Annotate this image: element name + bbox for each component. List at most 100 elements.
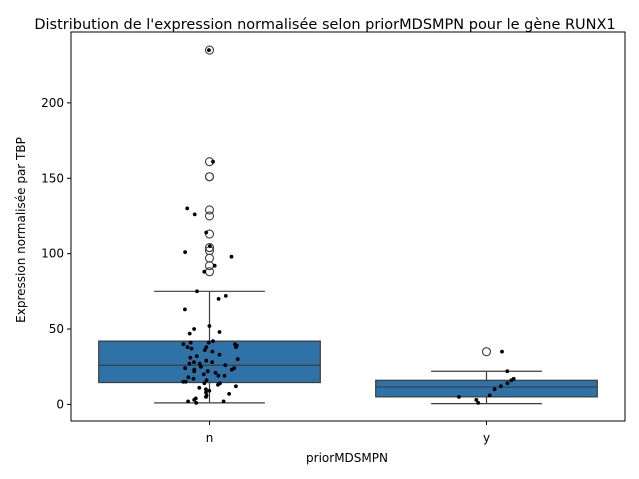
- outlier-point: [204, 261, 215, 271]
- data-point: [207, 48, 211, 52]
- data-point: [208, 244, 212, 249]
- data-point: [505, 369, 510, 374]
- data-point: [509, 378, 514, 383]
- y-tick-label: 150: [41, 171, 64, 185]
- data-point: [216, 373, 221, 378]
- data-point: [202, 381, 207, 386]
- data-point: [229, 254, 234, 259]
- data-point: [221, 399, 226, 404]
- data-point: [234, 384, 238, 389]
- data-point: [234, 345, 238, 349]
- data-point: [210, 360, 215, 365]
- data-point: [201, 372, 206, 377]
- data-point: [204, 358, 209, 363]
- data-point: [183, 250, 188, 255]
- data-point: [192, 360, 196, 365]
- data-point: [194, 401, 199, 405]
- y-tick-label: 50: [49, 322, 64, 336]
- x-tick-label: y: [483, 431, 490, 445]
- data-point: [210, 349, 215, 354]
- box-group-y: [375, 347, 598, 405]
- data-point: [213, 370, 218, 375]
- y-axis-label: Expression normalisée par TBP: [14, 137, 28, 323]
- box-iqr: [375, 379, 598, 398]
- data-point: [181, 342, 186, 346]
- data-point: [500, 349, 504, 354]
- data-point: [185, 206, 190, 211]
- data-point: [487, 393, 492, 398]
- data-point: [206, 340, 211, 345]
- y-tick-label: 0: [56, 397, 64, 411]
- chart-title: Distribution de l'expression normalisée …: [34, 17, 615, 33]
- data-point: [229, 367, 234, 372]
- data-point: [198, 364, 203, 369]
- data-point: [197, 385, 202, 390]
- data-point: [192, 369, 197, 374]
- data-point: [217, 352, 222, 357]
- outlier-point: [204, 211, 215, 221]
- outlier-point: [204, 253, 215, 263]
- data-point: [192, 212, 197, 217]
- data-point: [476, 401, 481, 405]
- data-point: [217, 330, 222, 334]
- data-point: [183, 366, 188, 371]
- data-point: [188, 355, 193, 360]
- strip-group-y: [457, 349, 516, 405]
- data-point: [204, 345, 209, 349]
- data-point: [183, 307, 187, 312]
- data-point: [505, 381, 510, 386]
- data-point: [204, 390, 208, 395]
- outlier-point: [204, 205, 215, 215]
- data-point: [207, 388, 212, 393]
- data-point: [227, 392, 232, 396]
- data-point: [207, 324, 212, 328]
- data-point: [185, 345, 190, 349]
- data-point: [192, 327, 197, 331]
- data-point: [204, 230, 209, 235]
- data-point: [223, 294, 228, 298]
- plot-area: [70, 31, 626, 422]
- data-point: [204, 378, 209, 383]
- data-point: [197, 361, 202, 366]
- data-point: [181, 379, 186, 384]
- box-group-n: [98, 45, 321, 404]
- box-iqr: [98, 340, 321, 384]
- data-point: [211, 339, 215, 343]
- outlier-point: [204, 45, 215, 55]
- data-point: [211, 159, 215, 164]
- data-point: [498, 384, 503, 389]
- data-point: [187, 361, 192, 366]
- outlier-point: [204, 172, 215, 182]
- strip-group-n: [181, 48, 240, 405]
- data-point: [204, 387, 208, 392]
- data-point: [189, 346, 194, 351]
- x-tick-label: n: [206, 431, 214, 445]
- y-axis: 0 50 100 150 200: [41, 96, 71, 411]
- data-point: [187, 331, 192, 336]
- data-point: [195, 289, 199, 294]
- data-point: [205, 369, 210, 374]
- data-point: [186, 399, 191, 404]
- data-point: [204, 395, 208, 399]
- y-tick-label: 200: [41, 96, 64, 110]
- data-point: [202, 269, 207, 274]
- x-axis-label: priorMDSMPN: [306, 451, 388, 465]
- y-tick-label: 100: [41, 247, 64, 261]
- data-point: [474, 398, 479, 402]
- data-point: [223, 363, 228, 368]
- outlier-point: [204, 243, 215, 253]
- outlier-point: [481, 347, 492, 357]
- data-point: [194, 354, 199, 359]
- data-point: [202, 348, 207, 352]
- data-point: [188, 340, 193, 345]
- data-point: [212, 263, 217, 268]
- data-point: [216, 297, 221, 301]
- data-point: [222, 373, 227, 378]
- data-point: [235, 357, 240, 362]
- data-point: [186, 375, 191, 380]
- data-point: [191, 376, 196, 381]
- plot-frame: [70, 31, 626, 422]
- data-point: [216, 382, 220, 387]
